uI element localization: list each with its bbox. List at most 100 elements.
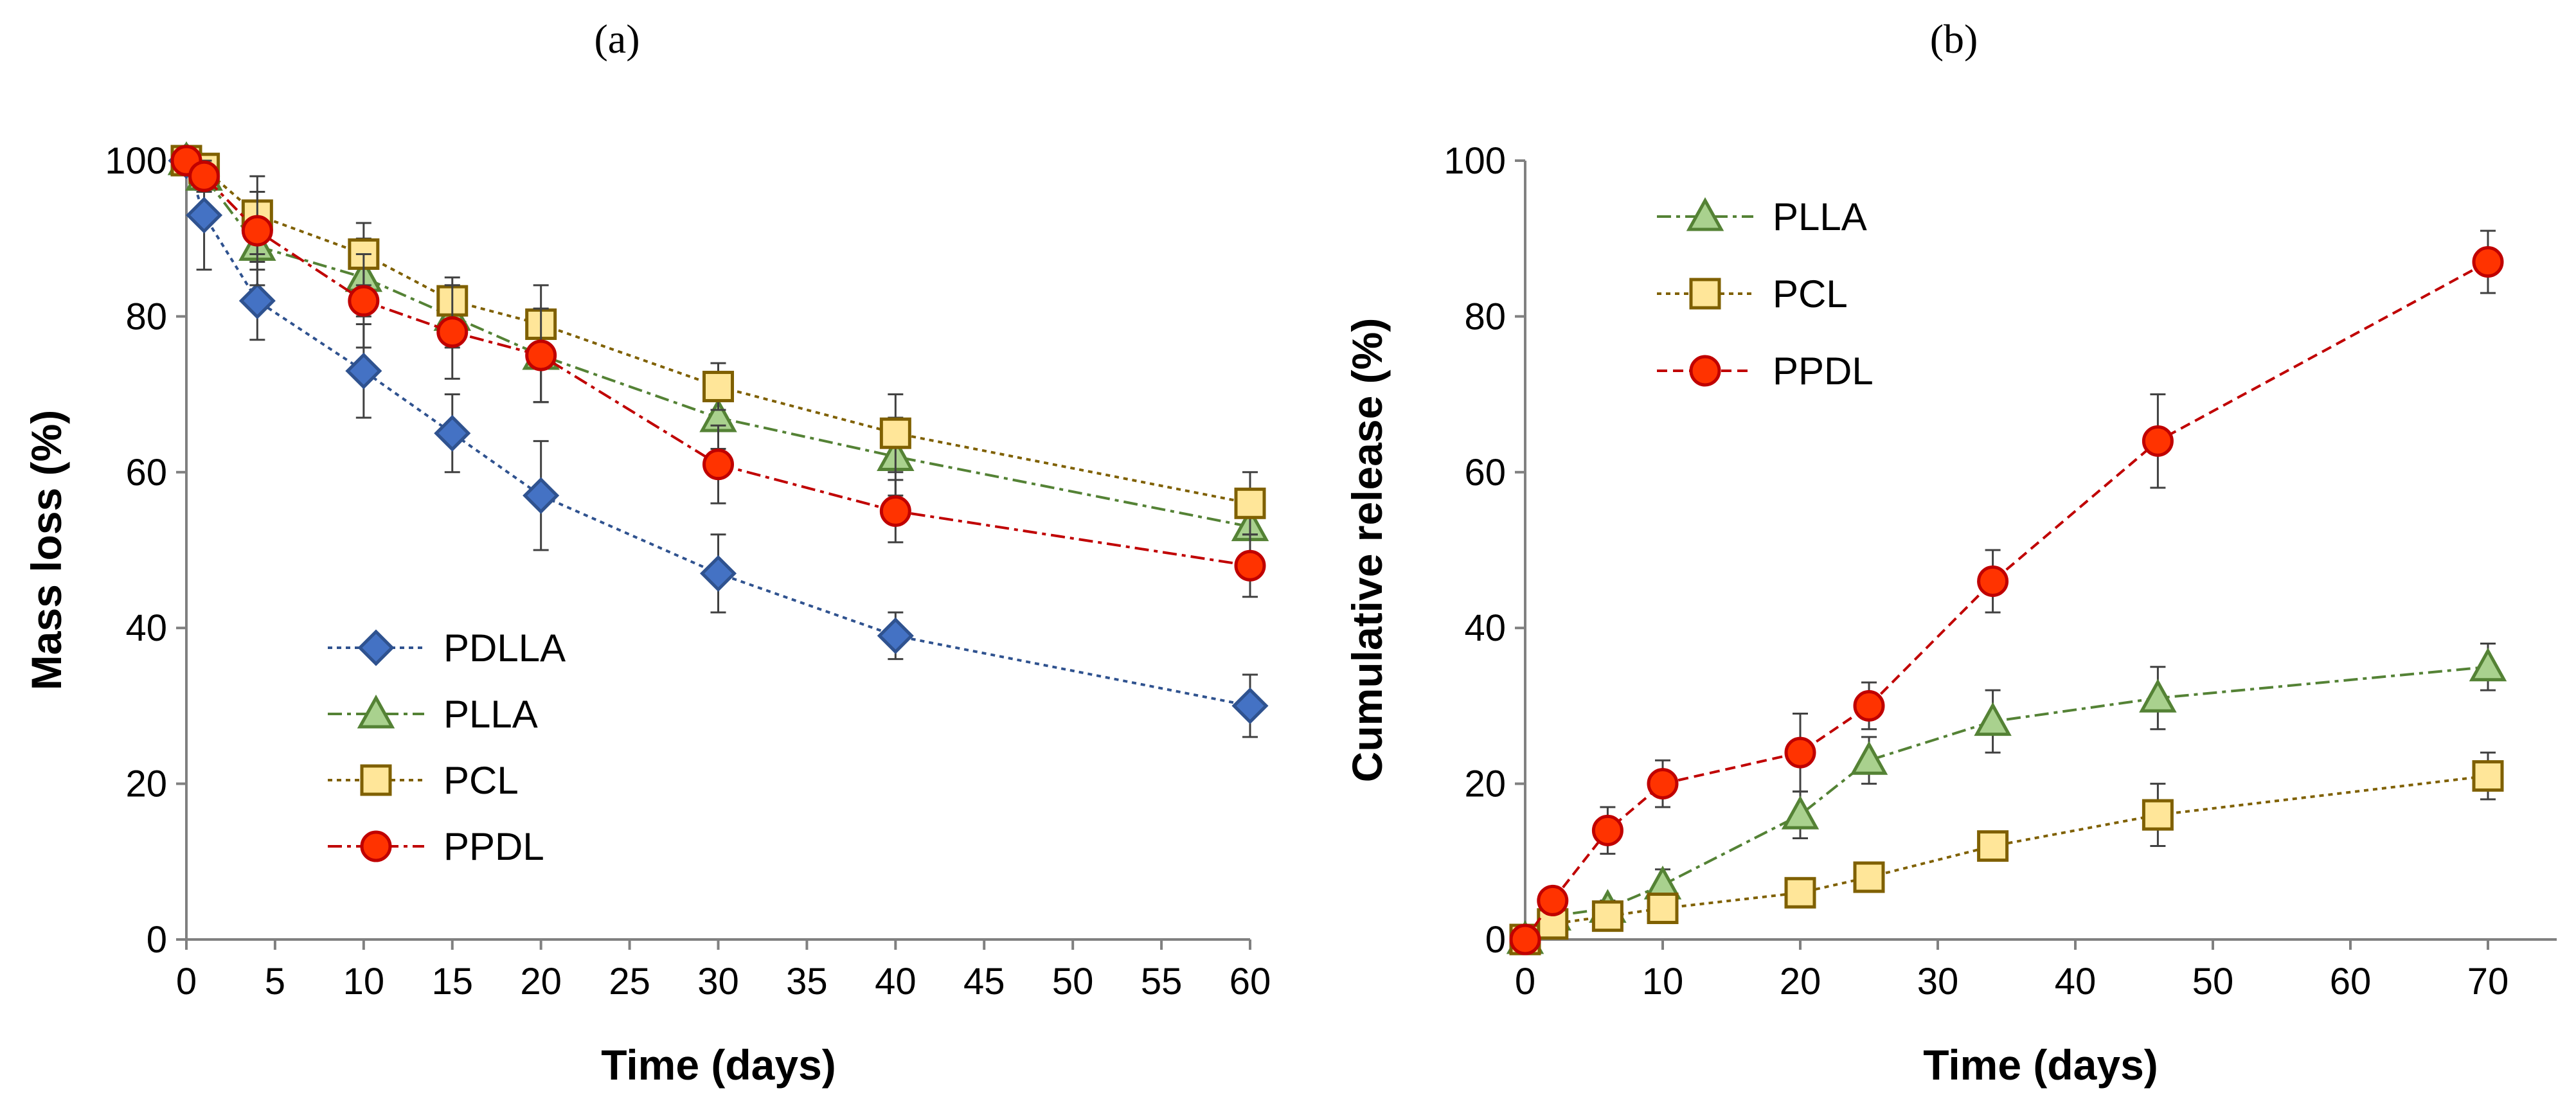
- y-axis-title: Cumulative release (%): [1343, 318, 1391, 783]
- data-point: [1537, 884, 1569, 916]
- data-point: [1591, 900, 1623, 932]
- panel-label: (b): [1930, 16, 1978, 62]
- chart-panel-b: (b) 0 20 40 60 80 100 0 10 20 30 40 50 60 70 Time (days…: [1343, 16, 2557, 1089]
- y-tick-label: 20: [1464, 763, 1506, 805]
- data-point: [1647, 893, 1679, 925]
- data-point: [702, 449, 734, 481]
- data-point: [188, 160, 220, 192]
- data-point: [877, 617, 914, 654]
- legend: PDLLA PLLA PCL PPDL: [328, 627, 566, 868]
- data-point: [2142, 799, 2174, 831]
- x-tick-label: 25: [609, 961, 650, 1002]
- data-point: [1784, 877, 1816, 909]
- data-point: [525, 339, 557, 371]
- series-line: [185, 160, 1251, 708]
- data-point: [434, 414, 471, 452]
- legend-marker: [360, 830, 392, 862]
- data-point: [1850, 741, 1888, 775]
- x-tick-label: 10: [343, 961, 385, 1002]
- y-tick-label: 0: [147, 919, 167, 961]
- data-point: [2142, 425, 2174, 457]
- y-tick-label: 80: [125, 296, 167, 337]
- data-point: [1784, 736, 1816, 769]
- x-tick-label: 60: [1230, 961, 1271, 1002]
- y-tick-label: 40: [1464, 607, 1506, 649]
- data-point: [523, 477, 560, 514]
- chart-panel-a: (a) 0 20 40 60 80 100 0 5 10 15 20 25 30 35 40 45 50 55 60 T…: [22, 16, 1271, 1089]
- data-point: [1853, 690, 1885, 722]
- x-tick-label: 15: [431, 961, 473, 1002]
- data-point: [1509, 923, 1541, 956]
- legend-entry: PLLA: [1773, 195, 1867, 238]
- x-tick-label: 20: [1780, 961, 1821, 1002]
- x-tick-label: 30: [1917, 961, 1959, 1002]
- legend: PLLA PCL PPDL: [1657, 195, 1874, 393]
- legend-entry: PLLA: [443, 693, 538, 736]
- y-tick-label: 0: [1485, 919, 1506, 961]
- data-point: [436, 316, 469, 348]
- x-tick-label: 0: [176, 961, 197, 1002]
- legend-marker: [1689, 278, 1721, 310]
- legend-marker: [1686, 197, 1724, 231]
- data-point: [1234, 549, 1266, 582]
- legend-entry: PCL: [443, 759, 519, 802]
- y-tick-label: 100: [1444, 140, 1506, 182]
- x-tick-label: 20: [520, 961, 562, 1002]
- data-point: [1591, 814, 1623, 846]
- x-axis-title: Time (days): [601, 1041, 836, 1089]
- data-point: [1974, 702, 2012, 736]
- data-point: [1647, 768, 1679, 800]
- series-ppdl: [1509, 229, 2504, 956]
- y-tick-label: 100: [105, 140, 167, 182]
- legend-marker: [357, 694, 395, 729]
- y-tick-label: 40: [125, 607, 167, 649]
- y-tick-label: 60: [125, 452, 167, 494]
- x-tick-label: 45: [963, 961, 1005, 1002]
- y-tick-label: 20: [125, 763, 167, 805]
- legend-marker: [360, 764, 392, 796]
- data-point: [345, 352, 382, 389]
- data-point: [348, 285, 380, 317]
- data-point: [2469, 647, 2507, 682]
- series-ppdl: [170, 145, 1266, 598]
- x-tick-label: 50: [1052, 961, 1094, 1002]
- panel-label: (a): [594, 16, 640, 62]
- x-tick-label: 5: [265, 961, 285, 1002]
- x-axis-title: Time (days): [1923, 1041, 2158, 1089]
- data-point: [1853, 861, 1885, 893]
- legend-entry: PDLLA: [443, 627, 566, 670]
- x-tick-label: 40: [875, 961, 917, 1002]
- x-tick-label: 50: [2192, 961, 2234, 1002]
- x-tick-label: 10: [1642, 961, 1684, 1002]
- legend-entry: PPDL: [1773, 350, 1874, 393]
- x-tick-label: 55: [1141, 961, 1183, 1002]
- x-tick-label: 0: [1515, 961, 1535, 1002]
- data-point: [2139, 679, 2177, 713]
- data-point: [879, 495, 911, 527]
- data-point: [699, 555, 737, 592]
- legend-entry: PPDL: [443, 825, 544, 868]
- data-point: [1977, 830, 2009, 862]
- legend-entry: PCL: [1773, 272, 1848, 316]
- legend-marker: [357, 629, 395, 666]
- data-point: [879, 417, 911, 449]
- y-tick-label: 80: [1464, 296, 1506, 337]
- x-tick-label: 40: [2055, 961, 2097, 1002]
- data-point: [1231, 687, 1269, 724]
- y-axis-title: Mass loss (%): [22, 410, 70, 690]
- x-tick-label: 35: [786, 961, 828, 1002]
- data-point: [186, 197, 223, 234]
- data-point: [1977, 565, 2009, 597]
- x-tick-label: 60: [2330, 961, 2372, 1002]
- legend-marker: [1689, 355, 1721, 387]
- y-tick-label: 60: [1464, 452, 1506, 494]
- series-line: [186, 159, 1251, 505]
- data-point: [1234, 487, 1266, 519]
- x-tick-label: 30: [697, 961, 739, 1002]
- data-point: [241, 215, 273, 247]
- x-tick-label: 70: [2467, 961, 2509, 1002]
- data-point: [702, 370, 734, 402]
- data-point: [1781, 795, 1820, 830]
